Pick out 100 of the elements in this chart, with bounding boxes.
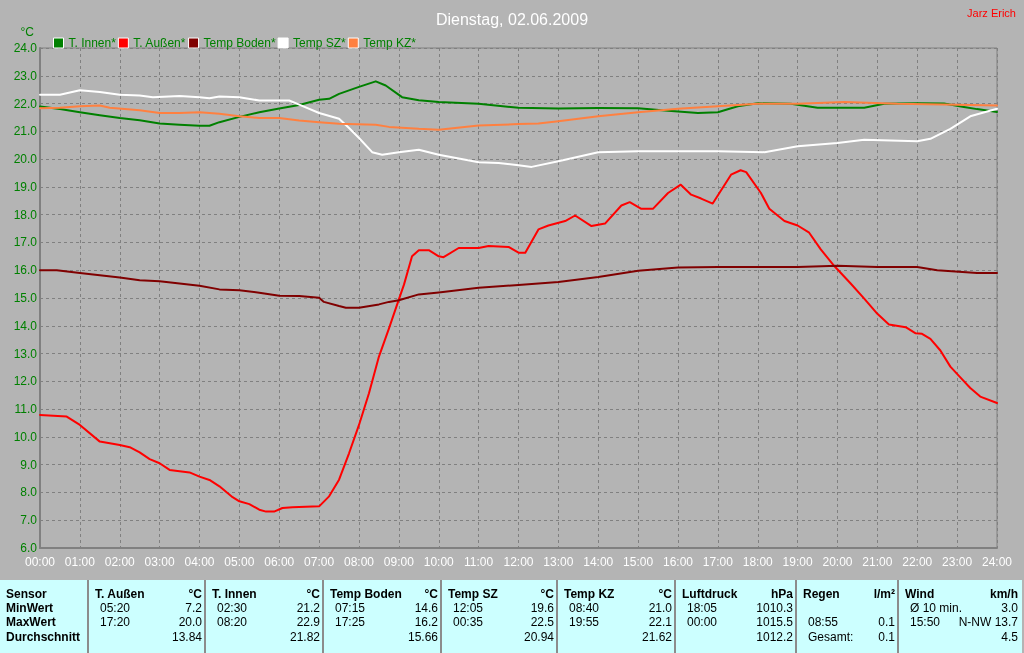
text: 22.9 [296, 615, 320, 629]
text: 3.0 [1001, 601, 1018, 615]
x-tick-label: 04:00 [184, 555, 215, 569]
y-tick-label: 7.0 [20, 513, 38, 528]
text: hPa [770, 587, 793, 601]
text: 0.1 [878, 630, 895, 644]
chart-title: Dienstag, 02.06.2009 [435, 10, 589, 28]
text: 12:05 [453, 601, 484, 615]
text: Gesamt: [808, 630, 854, 644]
text: km/h [989, 587, 1018, 601]
x-tick-label: 13:00 [543, 555, 574, 569]
x-tick-label: 12:00 [503, 555, 534, 569]
x-tick-label: 18:00 [742, 555, 774, 569]
text: 08:20 [217, 615, 248, 629]
text: 21.0 [648, 601, 672, 615]
text: MinWert [6, 601, 54, 615]
x-tick-label: 24:00 [981, 555, 1013, 569]
text: 20.94 [523, 630, 554, 644]
text: °C [188, 587, 202, 601]
line-series [39, 100, 998, 131]
x-tick-label: 17:00 [702, 555, 734, 569]
text: 18:05 [687, 601, 718, 615]
text: l/m² [873, 587, 895, 601]
text: 1010.3 [756, 601, 793, 615]
text: 05:20 [100, 601, 131, 615]
text: Luftdruck [682, 587, 738, 601]
y-tick-label: 21.0 [13, 124, 38, 139]
text: 14.6 [414, 601, 438, 615]
y-tick-label: 13.0 [13, 346, 38, 361]
text: 00:35 [453, 615, 484, 629]
x-tick-label: 10:00 [423, 555, 455, 569]
x-tick-label: 05:00 [224, 555, 255, 569]
x-tick-label: 16:00 [662, 555, 694, 569]
y-tick-label: 17.0 [13, 235, 38, 250]
text: °C [306, 587, 320, 601]
x-tick-label: 22:00 [902, 555, 933, 569]
y-tick-label: 12.0 [13, 374, 38, 389]
text: 22.1 [648, 615, 672, 629]
text: 15:50 [910, 615, 941, 629]
line-series [39, 80, 998, 127]
text: Regen [803, 587, 840, 601]
text: 21.82 [289, 630, 320, 644]
x-tick-label: 08:00 [343, 555, 375, 569]
x-tick-label: 06:00 [264, 555, 295, 569]
x-tick-label: 20:00 [822, 555, 853, 569]
y-tick-label: 15.0 [13, 291, 38, 305]
y-tick-label: 8.0 [20, 485, 38, 500]
text: 0.1 [878, 615, 895, 629]
y-tick-label: 19.0 [13, 179, 38, 194]
text: 00:00 [687, 615, 718, 629]
text: T. Außen [95, 587, 145, 601]
text: 17:25 [335, 615, 366, 629]
x-tick-label: 02:00 [104, 555, 136, 569]
x-tick-label: 03:00 [144, 555, 175, 569]
y-tick-label: 9.0 [20, 457, 38, 472]
x-tick-label: 14:00 [583, 555, 614, 569]
text: 08:55 [808, 615, 839, 629]
text: °C [658, 587, 672, 601]
text: 20.0 [178, 615, 202, 629]
x-tick-label: 21:00 [862, 555, 893, 569]
legend-label: Temp SZ* [293, 36, 347, 50]
text: Temp SZ [448, 587, 498, 601]
x-tick-label: 00:00 [24, 555, 56, 569]
text: 02:30 [217, 601, 248, 615]
text: 19.6 [530, 601, 554, 615]
text: Ø 10 min. [910, 601, 963, 615]
y-tick-label: 10.0 [13, 429, 38, 444]
text: 15.66 [407, 630, 438, 644]
text: 1015.5 [756, 615, 793, 629]
text: Temp Boden [330, 587, 402, 601]
legend-label: T. Außen* [133, 36, 186, 50]
text: N-NW 13.7 [958, 615, 1018, 629]
x-tick-label: 09:00 [383, 555, 415, 569]
legend-label: T. Innen* [68, 36, 117, 50]
x-tick-label: 23:00 [942, 555, 973, 569]
text: 7.2 [185, 601, 202, 615]
x-tick-label: 07:00 [304, 555, 335, 569]
y-tick-label: 24.0 [13, 41, 38, 55]
text: 21.2 [296, 601, 320, 615]
text: Sensor [6, 587, 47, 601]
y-tick-label: 20.0 [13, 152, 38, 167]
legend-label: Temp Boden* [203, 36, 276, 50]
text: 21.62 [641, 630, 672, 644]
y-tick-label: 6.0 [20, 541, 38, 555]
y-tick-label: 22.0 [13, 96, 38, 111]
text: Wind [905, 587, 935, 601]
y-tick-label: 14.0 [13, 318, 38, 333]
text: 17:20 [100, 615, 131, 629]
y-tick-label: 18.0 [13, 207, 38, 222]
line-series [39, 264, 998, 309]
text: 13.84 [171, 630, 202, 644]
text: 07:15 [335, 601, 366, 615]
x-tick-label: 19:00 [782, 555, 813, 569]
text: Temp KZ [564, 587, 615, 601]
text: 1012.2 [756, 630, 793, 644]
text: Jarz Erich [967, 7, 1016, 19]
text: MaxWert [6, 615, 56, 629]
y-tick-label: 11.0 [14, 402, 38, 417]
x-tick-label: 11:00 [464, 555, 494, 569]
text: 16.2 [414, 615, 438, 629]
